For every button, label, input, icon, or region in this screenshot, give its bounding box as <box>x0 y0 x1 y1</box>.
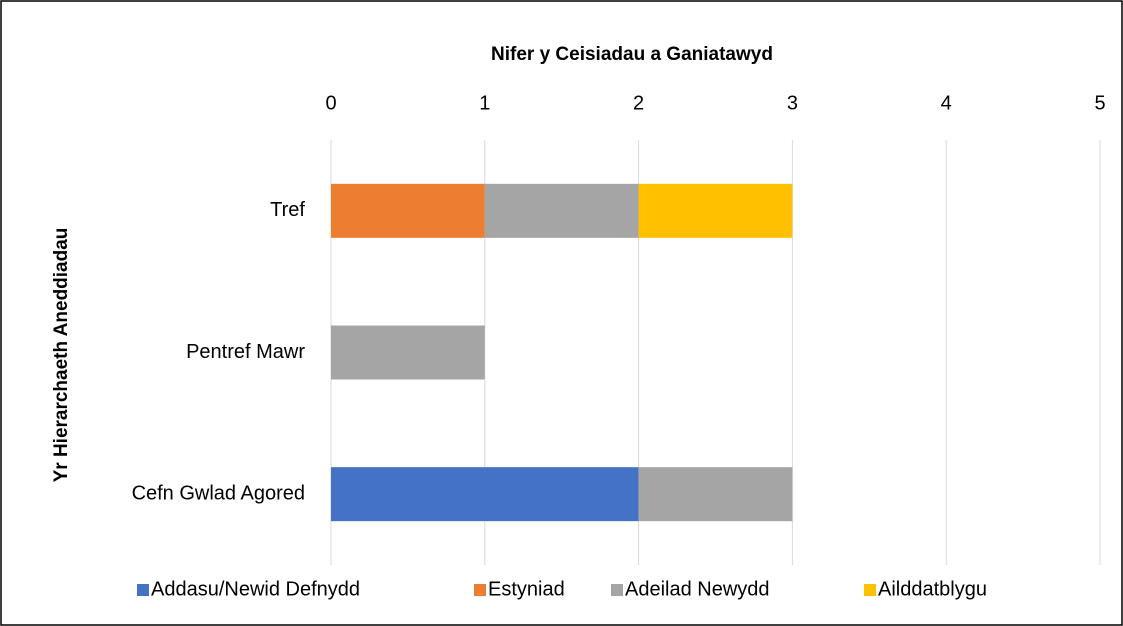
x-tick-label: 0 <box>325 92 336 114</box>
y-tick-label: Cefn Gwlad Agored <box>132 482 305 504</box>
legend-swatch <box>611 584 623 596</box>
x-tick-label: 4 <box>941 92 952 114</box>
bar-segment <box>484 183 639 238</box>
x-tick-label: 1 <box>479 92 490 114</box>
bar-segment <box>331 183 485 238</box>
y-tick-label: Pentref Mawr <box>186 341 305 363</box>
x-tick-label: 3 <box>787 92 798 114</box>
bar-segment <box>638 183 793 238</box>
legend-swatch <box>864 584 876 596</box>
legend-label: Addasu/Newid Defnydd <box>151 578 360 600</box>
x-tick-label: 5 <box>1094 92 1105 114</box>
legend-label: Adeilad Newydd <box>625 578 770 600</box>
legend-swatch <box>474 584 486 596</box>
y-tick-label: Tref <box>270 199 305 221</box>
legend-label: Estyniad <box>488 578 565 600</box>
legend-label: Ailddatblygu <box>878 578 987 600</box>
bar-segment <box>331 467 639 522</box>
bar-segment <box>638 467 793 522</box>
x-tick-label: 2 <box>633 92 644 114</box>
legend-swatch <box>137 584 149 596</box>
y-axis-title: Yr Hierarchaeth Aneddiadau <box>51 228 72 483</box>
chart-title: Nifer y Ceisiadau a Ganiatawyd <box>491 44 773 65</box>
bar-segment <box>331 325 485 380</box>
